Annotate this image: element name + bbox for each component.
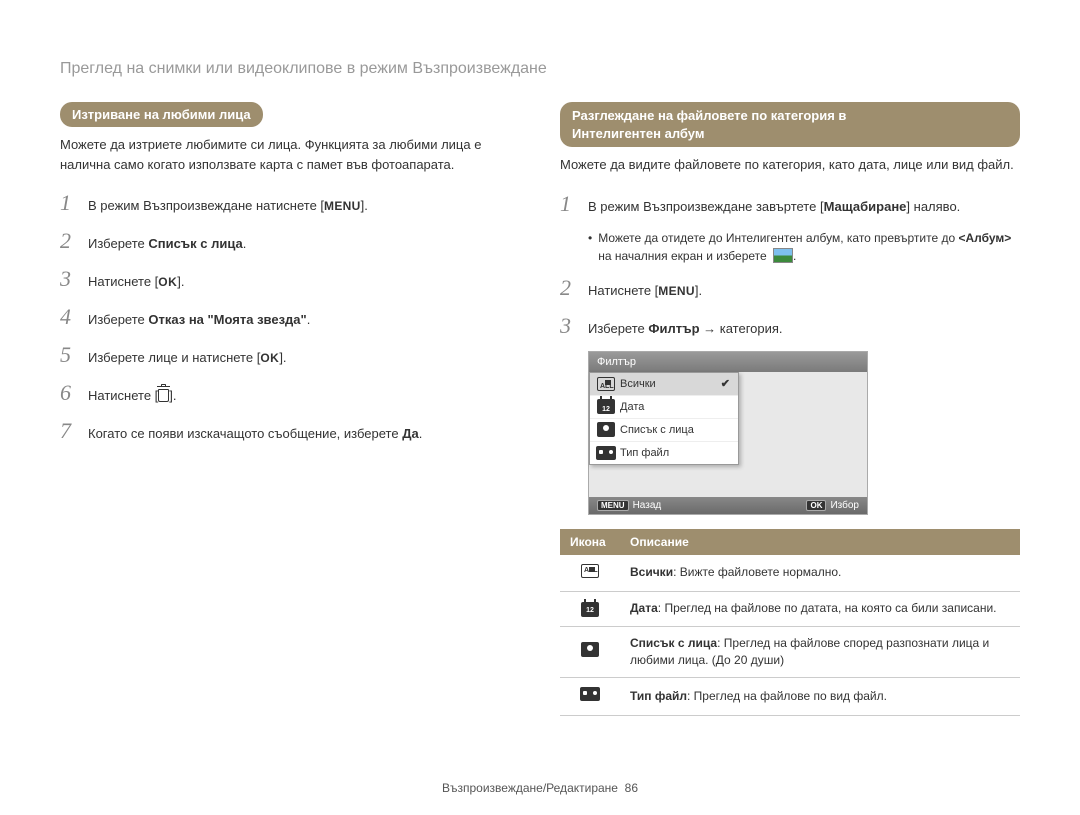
right-intro: Можете да видите файловете по категория,… (560, 155, 1020, 175)
face-icon (581, 642, 599, 657)
left-steps: 1 В режим Възпроизвеждане натиснете [MEN… (60, 190, 520, 444)
step-row: 7 Когато се появи изскачащото съобщение,… (60, 418, 520, 444)
step-row: 4 Изберете Отказ на "Моята звезда". (60, 304, 520, 330)
step-text: В режим Възпроизвеждане натиснете [MENU]… (88, 196, 520, 216)
screenshot-title: Филтър (589, 352, 867, 372)
step-number: 3 (60, 266, 78, 292)
step-number: 1 (60, 190, 78, 216)
step-row: 1 В режим Възпроизвеждане натиснете [MEN… (60, 190, 520, 216)
table-header-icon: Икона (560, 529, 620, 555)
step-row: 3 Натиснете [OK]. (60, 266, 520, 292)
right-section-header: Разглеждане на файловете по категория в … (560, 102, 1020, 147)
page-title: Преглед на снимки или видеоклипове в реж… (60, 60, 1020, 78)
footer-select-label: Избор (830, 500, 859, 511)
check-icon: ✔ (721, 377, 730, 390)
footer-back-label: Назад (633, 500, 662, 511)
step-text: Натиснете [MENU]. (588, 281, 1020, 301)
table-cell-desc: Списък с лица: Преглед на файлове според… (620, 626, 1020, 678)
screenshot-menu-item: Тип файл (590, 442, 738, 464)
step-row: 5 Изберете лице и натиснете [OK]. (60, 342, 520, 368)
table-cell-desc: Дата: Преглед на файлове по датата, на к… (620, 591, 1020, 626)
table-cell-icon: 12 (560, 591, 620, 626)
right-header-line1: Разглеждане на файловете по категория в (572, 108, 846, 123)
step-number: 5 (60, 342, 78, 368)
all-icon: ALL (597, 377, 615, 391)
album-thumbnail-icon (773, 248, 793, 263)
screenshot-footer: MENU Назад OK Избор (589, 497, 867, 514)
menu-item-label: Всички (620, 378, 656, 390)
left-column: Изтриване на любими лица Можете да изтри… (60, 102, 520, 716)
table-cell-icon (560, 678, 620, 715)
face-icon (597, 422, 615, 437)
table-header-desc: Описание (620, 529, 1020, 555)
step-number: 2 (560, 275, 578, 301)
step-row: 2 Изберете Списък с лица. (60, 228, 520, 254)
table-row: Списък с лица: Преглед на файлове според… (560, 626, 1020, 678)
step-row: 6 Натиснете []. (60, 380, 520, 406)
screenshot-menu: ALL Всички ✔ 12 Дата Списък с лица Тип файл (589, 372, 739, 465)
menu-key-icon: MENU (597, 500, 629, 511)
right-steps: 1 В режим Възпроизвеждане завъртете [Мащ… (560, 191, 1020, 339)
trash-icon (158, 389, 169, 402)
table-cell-icon (560, 626, 620, 678)
menu-item-label: Тип файл (620, 447, 669, 459)
step-row: 3 Изберете Филтър → категория. (560, 313, 1020, 339)
menu-item-label: Списък с лица (620, 424, 694, 436)
table-row: Тип файл: Преглед на файлове по вид файл… (560, 678, 1020, 715)
step-number: 4 (60, 304, 78, 330)
ok-key-icon: OK (806, 500, 826, 511)
step-row: 2 Натиснете [MENU]. (560, 275, 1020, 301)
bullet-icon: • (588, 229, 592, 265)
right-header-line2: Интелигентен албум (572, 126, 704, 141)
icon-description-table: Икона Описание ALL Всички: Вижте файлове… (560, 529, 1020, 716)
step-number: 2 (60, 228, 78, 254)
footer-page-number: 86 (625, 781, 638, 795)
step-text: Натиснете []. (88, 386, 520, 406)
table-row: ALL Всички: Вижте файловете нормално. (560, 555, 1020, 592)
table-cell-desc: Всички: Вижте файловете нормално. (620, 555, 1020, 592)
substep-text: Можете да отидете до Интелигентен албум,… (598, 231, 1011, 263)
menu-item-label: Дата (620, 401, 644, 413)
step-number: 7 (60, 418, 78, 444)
step-text: Натиснете [OK]. (88, 272, 520, 292)
step-text: Изберете лице и натиснете [OK]. (88, 348, 520, 368)
screenshot-menu-item: Списък с лица (590, 419, 738, 442)
left-intro: Можете да изтриете любимите си лица. Фун… (60, 135, 520, 174)
table-row: 12 Дата: Преглед на файлове по датата, н… (560, 591, 1020, 626)
right-column: Разглеждане на файловете по категория в … (560, 102, 1020, 716)
left-section-header: Изтриване на любими лица (60, 102, 263, 127)
filetype-icon (580, 687, 600, 701)
date-icon: 12 (581, 602, 599, 617)
date-icon: 12 (597, 399, 615, 414)
substep: • Можете да отидете до Интелигентен албу… (588, 229, 1020, 265)
step-text: Изберете Отказ на "Моята звезда". (88, 310, 520, 330)
step-number: 3 (560, 313, 578, 339)
footer-section: Възпроизвеждане/Редактиране (442, 781, 618, 795)
step-text: Изберете Списък с лица. (88, 234, 520, 254)
step-text: В режим Възпроизвеждане завъртете [Мащаб… (588, 197, 1020, 217)
all-icon: ALL (581, 564, 599, 578)
step-text: Изберете Филтър → категория. (588, 319, 1020, 339)
screenshot-menu-item: 12 Дата (590, 396, 738, 419)
screenshot-menu-item: ALL Всички ✔ (590, 373, 738, 396)
step-number: 6 (60, 380, 78, 406)
step-number: 1 (560, 191, 578, 217)
step-text: Когато се появи изскачащото съобщение, и… (88, 424, 520, 444)
camera-screenshot: Филтър ALL Всички ✔ 12 Дата Списък с лица Тип … (588, 351, 868, 515)
table-cell-icon: ALL (560, 555, 620, 592)
table-cell-desc: Тип файл: Преглед на файлове по вид файл… (620, 678, 1020, 715)
page-footer: Възпроизвеждане/Редактиране 86 (0, 781, 1080, 795)
filetype-icon (596, 446, 616, 460)
step-row: 1 В режим Възпроизвеждане завъртете [Мащ… (560, 191, 1020, 217)
